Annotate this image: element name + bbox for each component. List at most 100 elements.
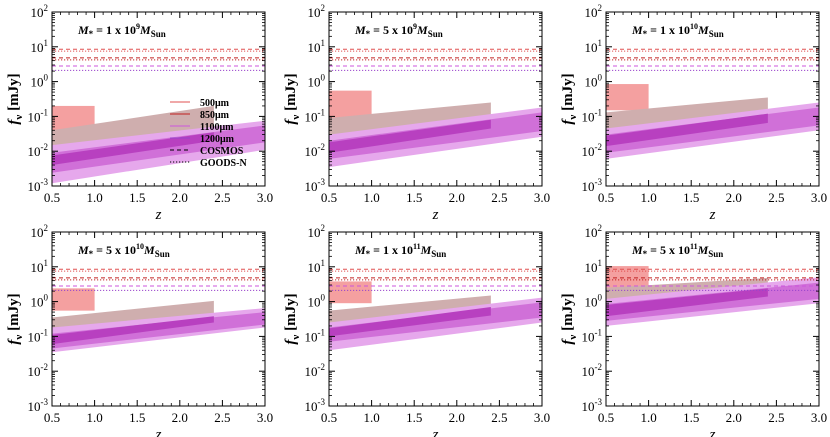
- y-tick-label: 100: [585, 293, 603, 310]
- y-tick-label: 102: [308, 223, 326, 240]
- y-tick-label: 10-3: [28, 397, 49, 414]
- x-tick-label: 3.0: [534, 410, 550, 425]
- y-tick-label: 100: [31, 293, 49, 310]
- x-axis-label: z: [432, 427, 439, 437]
- x-tick-label: 1.5: [129, 190, 145, 205]
- band-1200um-core: [52, 132, 214, 166]
- x-tick-label: 1.5: [683, 410, 699, 425]
- y-axis-label: fν [mJy]: [6, 293, 25, 344]
- y-tick-label: 101: [308, 258, 326, 275]
- y-axis-label: fν [mJy]: [560, 293, 579, 344]
- x-tick-label: 2.0: [172, 190, 188, 205]
- axes-frame: [51, 231, 266, 407]
- x-tick-label: 1.0: [640, 410, 656, 425]
- x-axis-label: z: [155, 207, 162, 223]
- x-tick-label: 3.0: [257, 410, 273, 425]
- y-tick-label: 100: [31, 73, 49, 90]
- band-1200um-core: [329, 306, 491, 337]
- y-tick-label: 101: [308, 38, 326, 55]
- y-tick-label: 102: [31, 3, 49, 20]
- x-tick-label: 2.0: [726, 190, 742, 205]
- box-500um: [606, 84, 649, 111]
- x-tick-label: 3.0: [257, 190, 273, 205]
- y-tick-label: 10-2: [305, 142, 326, 159]
- box-500um: [329, 281, 372, 304]
- x-tick-label: 0.5: [598, 410, 614, 425]
- y-tick-label: 10-2: [28, 362, 49, 379]
- x-tick-label: 1.0: [640, 190, 656, 205]
- band-1200um-core: [606, 113, 768, 147]
- x-tick-label: 1.0: [86, 410, 102, 425]
- mass-label: M* = 5 x 1010MSun: [77, 242, 170, 259]
- mass-label: M* = 5 x 1011MSun: [631, 242, 723, 259]
- y-tick-label: 101: [31, 38, 49, 55]
- panel-1: 0.5 1.0 1.5 2.0 2.5 3.0 10-3 10-2 10-1 100 101 102 z…: [6, 3, 273, 223]
- axes-frame: [328, 11, 543, 187]
- x-tick-label: 0.5: [44, 190, 60, 205]
- x-tick-label: 1.0: [86, 190, 102, 205]
- y-tick-label: 10-1: [28, 327, 49, 344]
- legend-label: 500μm: [200, 98, 230, 109]
- x-tick-label: 2.0: [726, 410, 742, 425]
- legend-label: 850μm: [200, 110, 230, 121]
- panel-2: 0.5 1.0 1.5 2.0 2.5 3.0 10-3 10-2 10-1 100 101 102 z…: [283, 3, 550, 223]
- x-tick-label: 1.0: [363, 190, 379, 205]
- y-tick-label: 102: [308, 3, 326, 20]
- x-tick-label: 3.0: [534, 190, 550, 205]
- y-tick-label: 102: [585, 3, 603, 20]
- y-tick-label: 10-3: [305, 397, 326, 414]
- x-tick-label: 2.0: [172, 410, 188, 425]
- axes-frame: [605, 231, 820, 407]
- y-tick-label: 10-2: [305, 362, 326, 379]
- y-axis-label: fν [mJy]: [283, 293, 302, 344]
- x-tick-label: 1.0: [363, 410, 379, 425]
- y-axis-label: fν [mJy]: [560, 73, 579, 124]
- x-tick-label: 1.5: [683, 190, 699, 205]
- x-tick-label: 0.5: [598, 190, 614, 205]
- y-tick-label: 102: [31, 223, 49, 240]
- y-tick-label: 10-1: [305, 327, 326, 344]
- y-axis-label: fν [mJy]: [6, 73, 25, 124]
- mass-label: M* = 1 x 1010MSun: [631, 22, 724, 39]
- y-tick-label: 10-1: [582, 107, 603, 124]
- x-axis-label: z: [709, 427, 716, 437]
- x-tick-label: 2.0: [449, 190, 465, 205]
- y-tick-label: 10-1: [28, 107, 49, 124]
- y-tick-label: 100: [585, 73, 603, 90]
- y-tick-label: 101: [585, 258, 603, 275]
- plot-area: [606, 48, 819, 159]
- x-tick-label: 1.5: [406, 190, 422, 205]
- x-tick-label: 2.5: [214, 410, 230, 425]
- y-axis-label: fν [mJy]: [283, 73, 302, 124]
- mass-label: M* = 5 x 109MSun: [354, 22, 443, 39]
- band-1200um-core: [606, 288, 768, 317]
- y-tick-label: 10-3: [28, 177, 49, 194]
- x-tick-label: 2.5: [491, 190, 507, 205]
- mass-label: M* = 1 x 1011MSun: [354, 242, 446, 259]
- y-tick-label: 101: [31, 258, 49, 275]
- y-tick-label: 10-2: [582, 362, 603, 379]
- x-tick-label: 2.5: [768, 410, 784, 425]
- axes-frame: [51, 11, 266, 187]
- y-tick-label: 100: [308, 73, 326, 90]
- y-tick-label: 10-2: [582, 142, 603, 159]
- y-tick-label: 101: [585, 38, 603, 55]
- legend-label: GOODS-N: [200, 158, 247, 169]
- y-tick-label: 10-3: [582, 397, 603, 414]
- legend-label: 1200μm: [200, 134, 235, 145]
- plot-area: [329, 48, 542, 168]
- x-tick-label: 0.5: [321, 190, 337, 205]
- y-tick-label: 10-2: [28, 142, 49, 159]
- x-tick-label: 2.0: [449, 410, 465, 425]
- mass-label: M* = 1 x 109MSun: [77, 22, 166, 39]
- x-tick-label: 1.5: [129, 410, 145, 425]
- x-tick-label: 2.5: [768, 190, 784, 205]
- y-tick-label: 10-3: [582, 177, 603, 194]
- box-500um: [606, 266, 649, 288]
- x-tick-label: 3.0: [811, 410, 827, 425]
- axes-frame: [605, 11, 820, 187]
- box-500um: [52, 288, 95, 311]
- y-tick-label: 10-1: [582, 327, 603, 344]
- x-tick-label: 2.5: [491, 410, 507, 425]
